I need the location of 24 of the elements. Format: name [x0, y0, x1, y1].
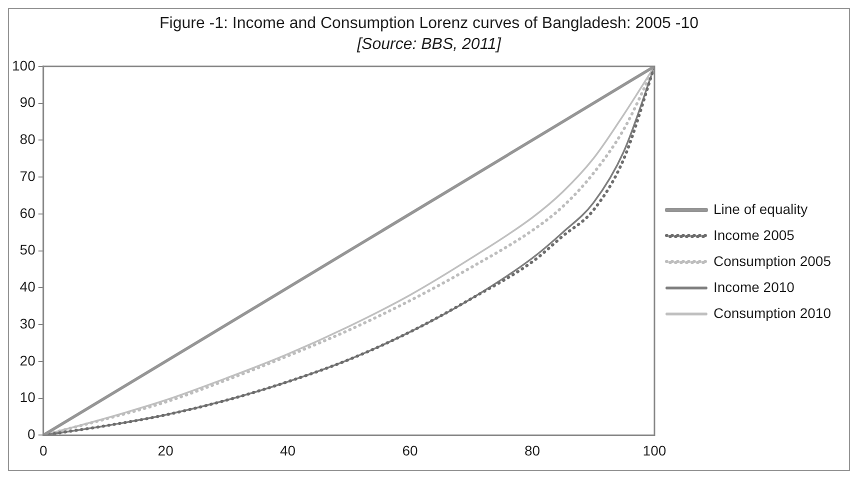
legend-label: Line of equality: [713, 200, 808, 217]
x-tick-label: 80: [524, 442, 540, 458]
legend-label: Income 2010: [713, 278, 795, 295]
x-tick-label: 20: [158, 442, 174, 458]
legend-label: Consumption 2005: [713, 252, 832, 269]
y-tick-label: 40: [20, 278, 36, 295]
legend-label: Income 2005: [713, 226, 795, 243]
y-tick-label: 0: [28, 426, 36, 442]
x-tick-label: 40: [280, 442, 296, 458]
y-tick-label: 20: [20, 352, 36, 368]
y-tick-label: 50: [20, 242, 36, 258]
y-tick-label: 10: [20, 389, 36, 406]
y-tick-label: 90: [20, 94, 36, 110]
text: [Source: BBS, 2011]: [357, 36, 501, 53]
x-tick-label: 60: [402, 442, 418, 458]
y-tick-label: 60: [20, 204, 36, 221]
y-tick-label: 100: [12, 57, 36, 74]
y-tick-label: 80: [20, 131, 36, 148]
legend-label: Consumption 2010: [713, 304, 832, 321]
x-tick-label: 100: [642, 442, 666, 458]
x-tick-label: 0: [39, 442, 48, 458]
y-tick-label: 70: [20, 168, 36, 184]
y-tick-label: 30: [20, 315, 36, 332]
chart-title: Figure -1: Income and Consumption Lorenz curves of Bangladesh: 2005 -10: [160, 15, 698, 32]
